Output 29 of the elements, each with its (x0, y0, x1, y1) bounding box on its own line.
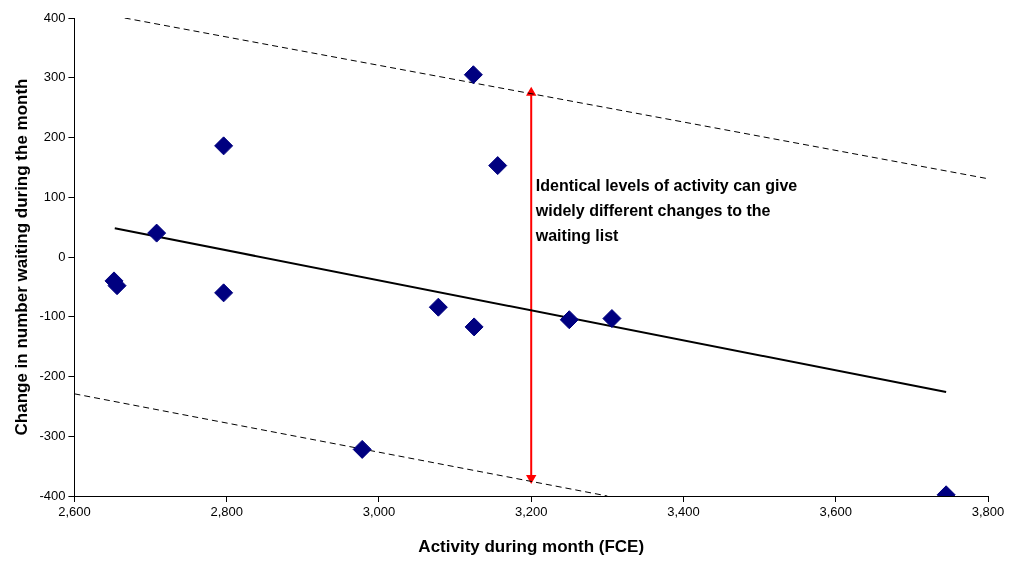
point (464, 317, 484, 337)
point (214, 136, 234, 156)
point (463, 65, 483, 85)
y-tick-label: -300 (39, 427, 66, 443)
annotation: Identical levels of activity can give widely different changes to the waiting list (534, 176, 798, 244)
point (602, 309, 622, 329)
point (214, 283, 234, 303)
y-tick-label: 100 (43, 188, 66, 204)
y-tick-label: 200 (43, 129, 66, 145)
x-tick-label: 3,600 (819, 504, 853, 520)
y-axis-title: Change in number waiting during the month (11, 78, 31, 436)
x-tick-label: 2,600 (58, 504, 91, 520)
y-tick-label: 0 (58, 248, 66, 264)
point (559, 310, 579, 330)
point (428, 297, 448, 317)
x-tick-label: 3,400 (667, 504, 700, 520)
y-tick-label: -100 (39, 308, 66, 324)
y-tick-label: -200 (39, 368, 66, 384)
x-tick-label: 3,200 (514, 504, 548, 520)
y-tick-label: 400 (43, 9, 66, 25)
x-axis-title: Activity during month (FCE) (418, 537, 645, 557)
x-tick-label: 3,800 (971, 504, 1005, 520)
y-tick-label: 300 (43, 69, 66, 85)
y-tick-label: -400 (39, 487, 66, 503)
point (147, 223, 167, 243)
x-tick-label: 3,000 (362, 504, 396, 520)
point (352, 439, 372, 459)
point (488, 156, 508, 176)
x-tick-label: 2,800 (210, 504, 243, 520)
